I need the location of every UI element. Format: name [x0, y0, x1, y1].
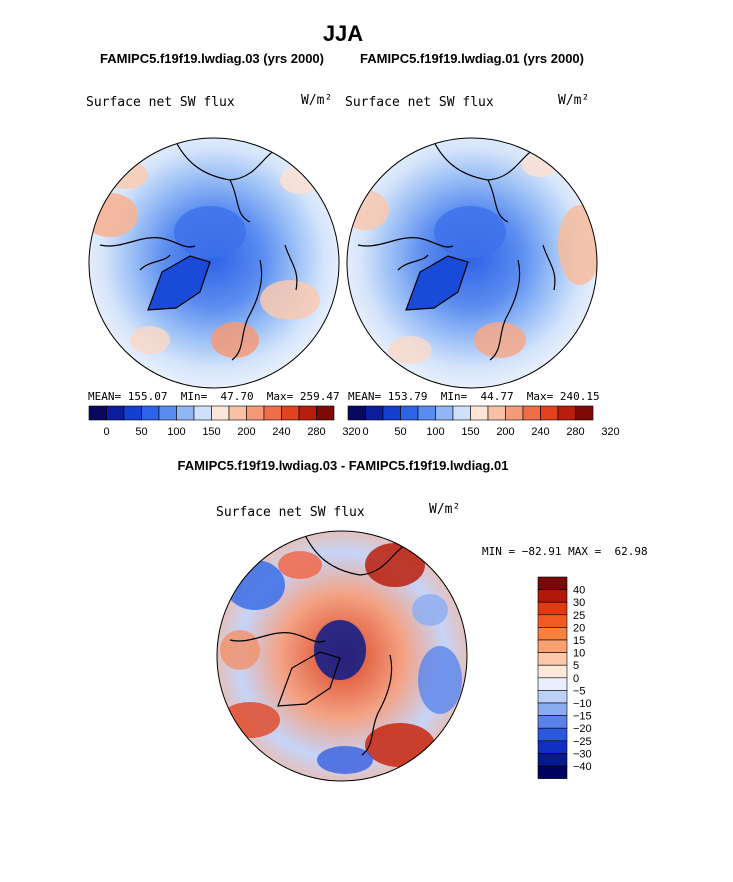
diff-colorbar-swatch — [537, 740, 568, 754]
left-units-label: W/m² — [301, 93, 332, 108]
colorbar-tick-label: 280 — [566, 426, 584, 438]
diff-colorbar-swatch — [537, 690, 568, 704]
diff-colorbar-swatch — [537, 715, 568, 729]
colorbar-swatch — [557, 405, 576, 421]
left-polar-map — [88, 137, 340, 389]
left-case-title: FAMIPC5.f19f19.lwdiag.03 (yrs 2000) — [100, 51, 324, 66]
colorbar-swatch — [246, 405, 265, 421]
colorbar-tick-label: 150 — [202, 426, 220, 438]
colorbar-swatch — [316, 405, 335, 421]
colorbar-swatch — [365, 405, 384, 421]
diff-colorbar-tick-label: −10 — [573, 698, 592, 710]
diff-variable-label: Surface net SW flux — [216, 505, 365, 520]
diff-colorbar-tick-label: −20 — [573, 723, 592, 735]
colorbar-tick-label: 100 — [167, 426, 185, 438]
colorbar-swatch — [452, 405, 471, 421]
colorbar-swatch — [106, 405, 125, 421]
colorbar-swatch — [487, 405, 506, 421]
colorbar-swatch — [281, 405, 300, 421]
left-stats: MEAN= 155.07 MIn= 47.70 Max= 259.47 — [88, 390, 340, 403]
colorbar-swatch — [228, 405, 247, 421]
diff-colorbar-swatch — [537, 727, 568, 742]
colorbar-swatch — [298, 405, 317, 421]
colorbar-tick-label: 200 — [237, 426, 255, 438]
colorbar-swatch — [470, 405, 489, 421]
diff-colorbar-swatch — [537, 601, 568, 616]
colorbar-swatch — [540, 405, 559, 421]
diff-colorbar-swatch — [537, 765, 568, 779]
colorbar-tick-label: 200 — [496, 426, 514, 438]
colorbar-swatch — [211, 405, 230, 421]
right-stats: MEAN= 153.79 MIn= 44.77 Max= 240.15 — [348, 390, 600, 403]
colorbar-swatch — [158, 405, 177, 421]
diff-colorbar-swatch — [537, 614, 568, 628]
diff-colorbar-tick-label: 10 — [573, 648, 585, 660]
right-units-label: W/m² — [558, 93, 589, 108]
diff-colorbar-swatch — [537, 589, 568, 603]
colorbar-tick-label: 50 — [135, 426, 147, 438]
colorbar-swatch — [435, 405, 454, 421]
diff-colorbar-swatch — [537, 677, 568, 691]
diff-colorbar-tick-label: 25 — [573, 610, 585, 622]
colorbar-swatch — [522, 405, 541, 421]
colorbar-tick-label: 0 — [362, 426, 368, 438]
left-colorbar: 0 50 100 150 200 240 280 320 — [88, 405, 361, 438]
colorbar-tick-label: 50 — [394, 426, 406, 438]
colorbar-tick-label: 240 — [531, 426, 549, 438]
colorbar-swatch — [575, 405, 594, 421]
diff-colorbar-tick-label: 20 — [573, 622, 585, 634]
diff-minmax: MIN = −82.91 MAX = 62.98 — [482, 545, 648, 558]
colorbar-swatch — [176, 405, 195, 421]
colorbar-tick-label: 240 — [272, 426, 290, 438]
left-variable-label: Surface net SW flux — [86, 95, 235, 110]
colorbar-swatch — [263, 405, 282, 421]
right-variable-label: Surface net SW flux — [345, 95, 494, 110]
right-case-title: FAMIPC5.f19f19.lwdiag.01 (yrs 2000) — [360, 51, 584, 66]
colorbar-tick-label: 280 — [307, 426, 325, 438]
diff-colorbar-swatch — [537, 639, 568, 653]
right-polar-map — [346, 137, 598, 389]
season-title: JJA — [323, 21, 363, 46]
diff-colorbar-swatch — [537, 627, 568, 641]
diff-colorbar-tick-label: −30 — [573, 748, 592, 760]
diff-colorbar-tick-label: 40 — [573, 585, 585, 597]
diff-colorbar-swatch — [537, 664, 568, 679]
difference-title: FAMIPC5.f19f19.lwdiag.03 - FAMIPC5.f19f1… — [178, 458, 509, 473]
colorbar-tick-label: 320 — [342, 426, 360, 438]
colorbar-tick-label: 0 — [103, 426, 109, 438]
colorbar-swatch — [505, 405, 524, 421]
difference-polar-map — [216, 530, 468, 782]
diff-colorbar-tick-label: 15 — [573, 635, 585, 647]
diff-units-label: W/m² — [429, 502, 460, 517]
diff-colorbar-tick-label: −15 — [573, 711, 592, 723]
colorbar-tick-label: 150 — [461, 426, 479, 438]
colorbar-swatch — [193, 405, 212, 421]
colorbar-swatch — [123, 405, 142, 421]
diff-colorbar-tick-label: −25 — [573, 736, 592, 748]
colorbar-tick-label: 100 — [426, 426, 444, 438]
colorbar-swatch — [417, 405, 436, 421]
diff-colorbar-tick-label: 30 — [573, 597, 585, 609]
diff-colorbar-tick-label: −40 — [573, 761, 592, 773]
colorbar-swatch — [382, 405, 401, 421]
diff-colorbar-swatch — [537, 753, 568, 767]
right-colorbar: 0 50 100 150 200 240 280 320 — [347, 405, 620, 438]
colorbar-swatch — [141, 405, 160, 421]
colorbar-tick-label: 320 — [601, 426, 619, 438]
colorbar-swatch — [400, 405, 419, 421]
diff-colorbar-tick-label: 5 — [573, 660, 579, 672]
diff-colorbar-swatch — [537, 652, 568, 666]
diff-colorbar-swatch — [537, 702, 568, 716]
diff-colorbar-tick-label: 0 — [573, 673, 579, 685]
colorbar-swatch — [88, 405, 107, 421]
colorbar-swatch — [347, 405, 366, 421]
diff-colorbar-tick-label: −5 — [573, 685, 586, 697]
diff-colorbar-swatch — [537, 576, 568, 590]
